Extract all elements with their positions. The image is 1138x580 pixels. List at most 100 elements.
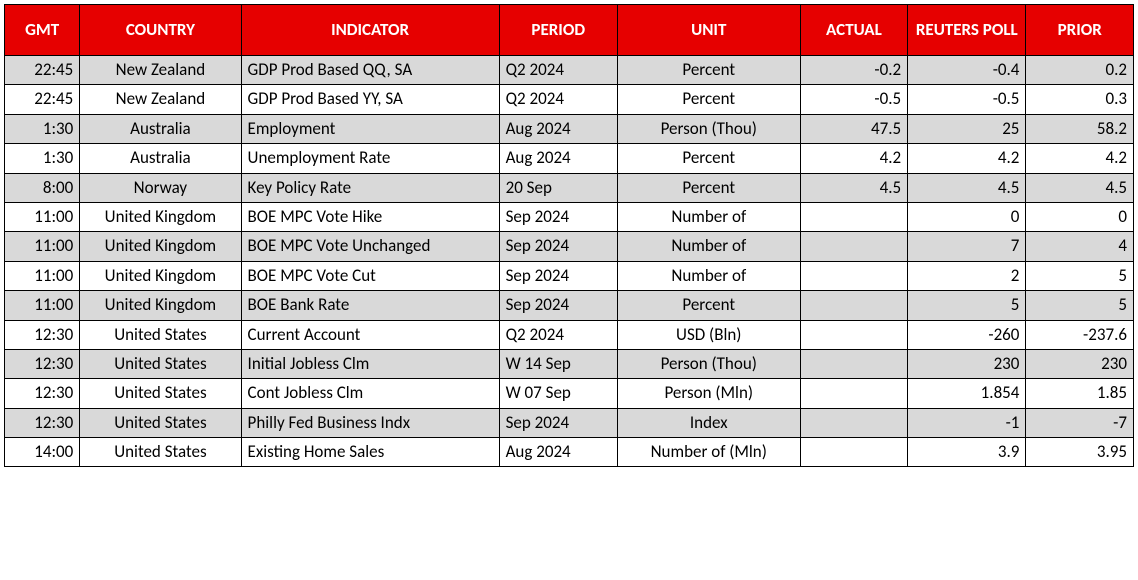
- cell-unit: Index: [617, 408, 800, 437]
- table-row: 14:00United StatesExisting Home SalesAug…: [5, 438, 1134, 467]
- cell-indicator: Existing Home Sales: [241, 438, 499, 467]
- cell-indicator: BOE MPC Vote Cut: [241, 261, 499, 290]
- cell-unit: Percent: [617, 173, 800, 202]
- cell-country: United Kingdom: [80, 202, 241, 231]
- cell-gmt: 22:45: [5, 85, 80, 114]
- cell-actual: [800, 438, 908, 467]
- cell-poll: -0.5: [908, 85, 1026, 114]
- cell-indicator: Current Account: [241, 320, 499, 349]
- header-row: GMT COUNTRY INDICATOR PERIOD UNIT ACTUAL…: [5, 5, 1134, 56]
- cell-gmt: 11:00: [5, 261, 80, 290]
- table-row: 22:45New ZealandGDP Prod Based QQ, SAQ2 …: [5, 56, 1134, 85]
- cell-country: United States: [80, 379, 241, 408]
- col-header-actual: ACTUAL: [800, 5, 908, 56]
- cell-prior: 3.95: [1026, 438, 1134, 467]
- cell-indicator: GDP Prod Based QQ, SA: [241, 56, 499, 85]
- col-header-country: COUNTRY: [80, 5, 241, 56]
- cell-actual: [800, 202, 908, 231]
- cell-poll: 25: [908, 114, 1026, 143]
- cell-prior: 0.3: [1026, 85, 1134, 114]
- cell-unit: Number of: [617, 202, 800, 231]
- cell-actual: 47.5: [800, 114, 908, 143]
- cell-period: Aug 2024: [499, 438, 617, 467]
- cell-unit: Number of: [617, 232, 800, 261]
- cell-indicator: BOE MPC Vote Unchanged: [241, 232, 499, 261]
- cell-prior: -237.6: [1026, 320, 1134, 349]
- cell-country: United Kingdom: [80, 291, 241, 320]
- cell-gmt: 12:30: [5, 379, 80, 408]
- cell-period: Q2 2024: [499, 320, 617, 349]
- cell-gmt: 12:30: [5, 320, 80, 349]
- cell-poll: -260: [908, 320, 1026, 349]
- cell-period: W 07 Sep: [499, 379, 617, 408]
- cell-poll: 4.2: [908, 144, 1026, 173]
- table-row: 11:00United KingdomBOE Bank RateSep 2024…: [5, 291, 1134, 320]
- cell-indicator: Employment: [241, 114, 499, 143]
- cell-gmt: 14:00: [5, 438, 80, 467]
- cell-unit: Percent: [617, 291, 800, 320]
- cell-period: Sep 2024: [499, 202, 617, 231]
- col-header-indicator: INDICATOR: [241, 5, 499, 56]
- cell-period: Sep 2024: [499, 291, 617, 320]
- cell-actual: 4.5: [800, 173, 908, 202]
- cell-poll: 3.9: [908, 438, 1026, 467]
- col-header-period: PERIOD: [499, 5, 617, 56]
- cell-prior: 58.2: [1026, 114, 1134, 143]
- cell-unit: Person (Mln): [617, 379, 800, 408]
- cell-poll: 1.854: [908, 379, 1026, 408]
- cell-actual: [800, 408, 908, 437]
- cell-gmt: 11:00: [5, 202, 80, 231]
- cell-period: Sep 2024: [499, 261, 617, 290]
- cell-poll: 2: [908, 261, 1026, 290]
- cell-gmt: 11:00: [5, 232, 80, 261]
- col-header-gmt: GMT: [5, 5, 80, 56]
- table-row: 12:30United StatesCont Jobless ClmW 07 S…: [5, 379, 1134, 408]
- cell-actual: [800, 261, 908, 290]
- cell-prior: 0: [1026, 202, 1134, 231]
- cell-gmt: 12:30: [5, 408, 80, 437]
- cell-country: United States: [80, 408, 241, 437]
- cell-unit: Percent: [617, 144, 800, 173]
- cell-unit: Number of: [617, 261, 800, 290]
- table-row: 8:00NorwayKey Policy Rate20 SepPercent4.…: [5, 173, 1134, 202]
- cell-indicator: Cont Jobless Clm: [241, 379, 499, 408]
- economic-calendar-table: GMT COUNTRY INDICATOR PERIOD UNIT ACTUAL…: [4, 4, 1134, 467]
- table-row: 22:45New ZealandGDP Prod Based YY, SAQ2 …: [5, 85, 1134, 114]
- cell-prior: 1.85: [1026, 379, 1134, 408]
- cell-prior: 5: [1026, 291, 1134, 320]
- cell-indicator: BOE MPC Vote Hike: [241, 202, 499, 231]
- cell-country: United Kingdom: [80, 261, 241, 290]
- cell-indicator: Initial Jobless Clm: [241, 349, 499, 378]
- cell-poll: 230: [908, 349, 1026, 378]
- cell-poll: 5: [908, 291, 1026, 320]
- cell-prior: -7: [1026, 408, 1134, 437]
- cell-period: Sep 2024: [499, 408, 617, 437]
- cell-period: Q2 2024: [499, 56, 617, 85]
- cell-period: Aug 2024: [499, 114, 617, 143]
- cell-actual: 4.2: [800, 144, 908, 173]
- cell-poll: 7: [908, 232, 1026, 261]
- cell-prior: 5: [1026, 261, 1134, 290]
- col-header-poll: REUTERS POLL: [908, 5, 1026, 56]
- cell-actual: [800, 320, 908, 349]
- cell-period: Q2 2024: [499, 85, 617, 114]
- cell-actual: -0.5: [800, 85, 908, 114]
- cell-country: United States: [80, 438, 241, 467]
- cell-period: W 14 Sep: [499, 349, 617, 378]
- cell-country: New Zealand: [80, 85, 241, 114]
- cell-gmt: 1:30: [5, 144, 80, 173]
- table-row: 11:00United KingdomBOE MPC Vote HikeSep …: [5, 202, 1134, 231]
- cell-actual: [800, 232, 908, 261]
- cell-period: Sep 2024: [499, 232, 617, 261]
- cell-poll: 0: [908, 202, 1026, 231]
- cell-unit: Percent: [617, 56, 800, 85]
- table-row: 12:30United StatesCurrent AccountQ2 2024…: [5, 320, 1134, 349]
- cell-country: New Zealand: [80, 56, 241, 85]
- table-row: 1:30AustraliaEmploymentAug 2024Person (T…: [5, 114, 1134, 143]
- cell-country: United States: [80, 320, 241, 349]
- table-row: 12:30United StatesInitial Jobless ClmW 1…: [5, 349, 1134, 378]
- cell-gmt: 1:30: [5, 114, 80, 143]
- table-body: 22:45New ZealandGDP Prod Based QQ, SAQ2 …: [5, 56, 1134, 467]
- table-row: 12:30United StatesPhilly Fed Business In…: [5, 408, 1134, 437]
- cell-actual: -0.2: [800, 56, 908, 85]
